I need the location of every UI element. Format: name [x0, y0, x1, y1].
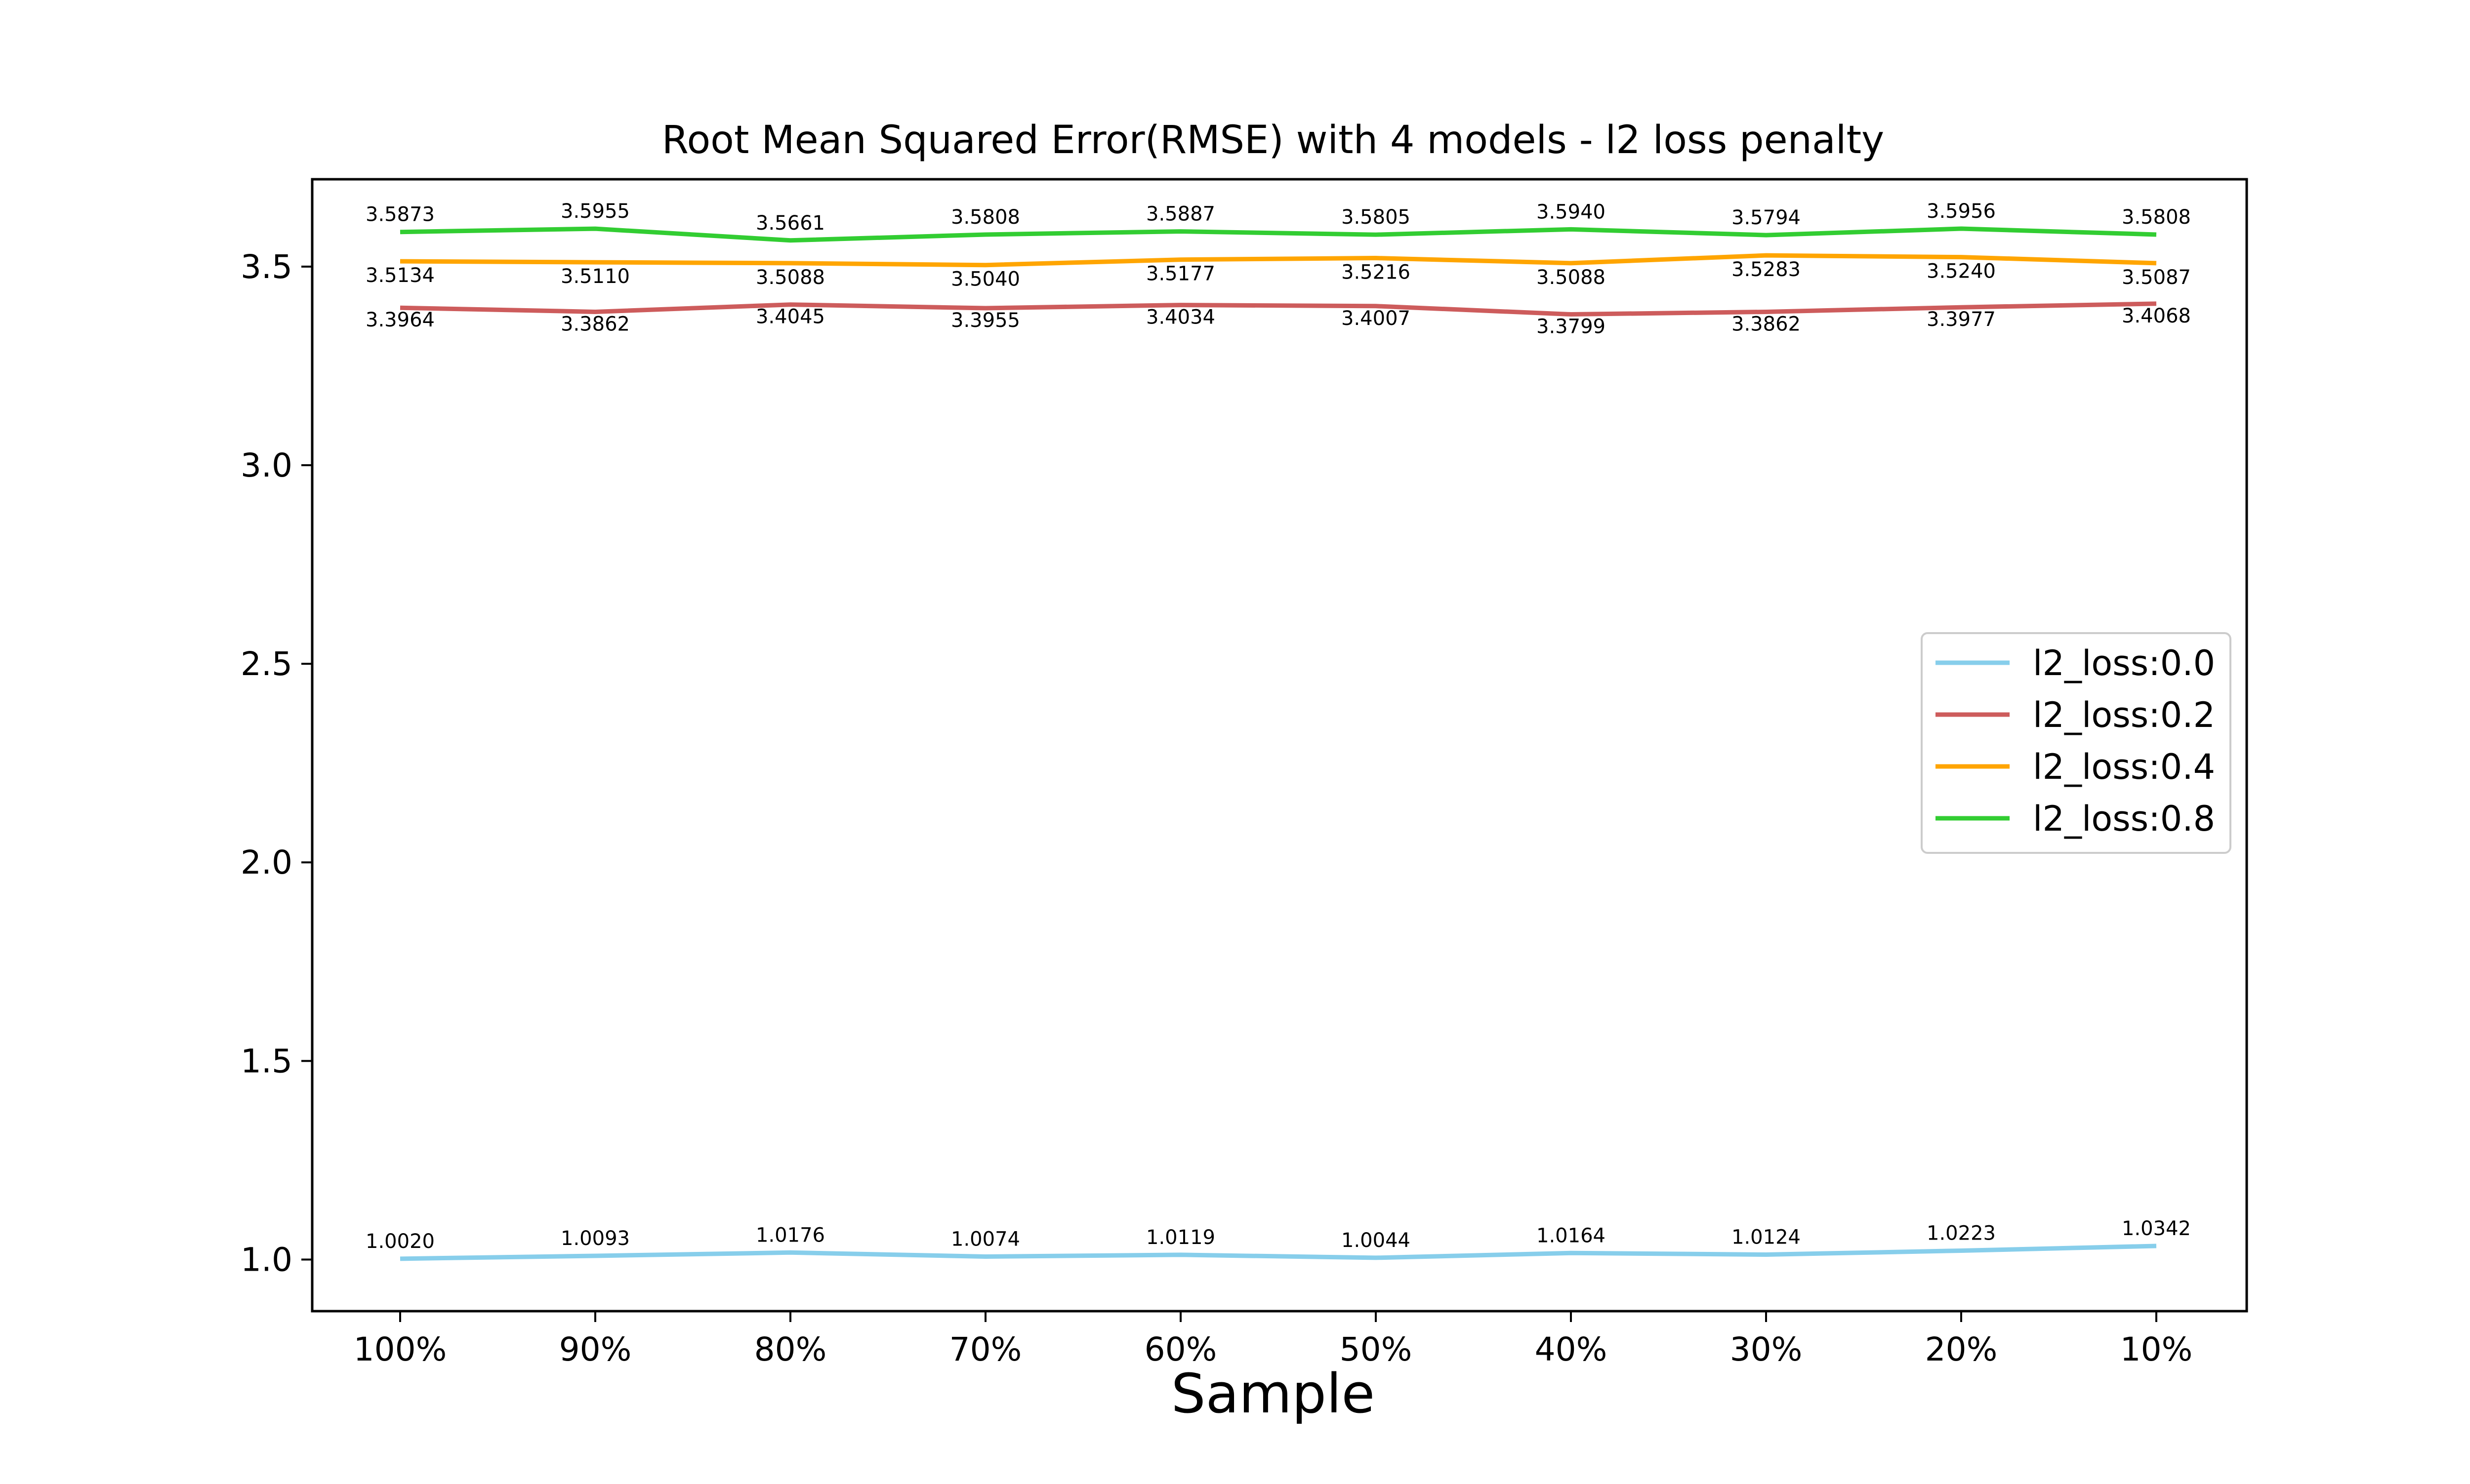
x-tick-label: 30%	[1730, 1330, 1803, 1368]
data-label: 1.0124	[1731, 1226, 1801, 1248]
x-tick-label: 80%	[754, 1330, 827, 1368]
data-label: 3.5283	[1731, 258, 1801, 281]
legend-label: l2_loss:0.0	[2033, 643, 2215, 683]
x-tick-label: 100%	[354, 1330, 447, 1368]
data-label: 3.5956	[1927, 200, 1996, 223]
series-line	[400, 1243, 2157, 1261]
y-tick-label: 2.0	[241, 843, 292, 882]
data-label: 3.3955	[951, 309, 1020, 332]
data-label: 3.4007	[1341, 307, 1410, 330]
data-label: 3.5088	[1536, 266, 1606, 289]
data-label: 3.5873	[366, 203, 435, 226]
data-label: 3.5088	[756, 266, 825, 289]
plot-area: 1.0 1.5 2.0 2.5 3.0 3.5 100% 90% 80% 70% 60% 50% 40%…	[241, 178, 2248, 1368]
data-label: 3.5240	[1927, 260, 1996, 283]
data-label: 1.0074	[951, 1228, 1020, 1251]
y-tick-label: 1.5	[241, 1042, 292, 1080]
data-label: 3.5087	[2122, 266, 2191, 289]
data-label: 3.5134	[366, 264, 435, 287]
data-label: 3.5940	[1536, 201, 1606, 223]
data-label: 1.0093	[561, 1227, 630, 1250]
x-axis-label: Sample	[1171, 1362, 1375, 1425]
data-label: 1.0020	[366, 1230, 435, 1253]
chart-title: Root Mean Squared Error(RMSE) with 4 mod…	[662, 118, 1884, 162]
data-label: 3.3799	[1536, 316, 1606, 338]
data-label: 3.5661	[756, 212, 825, 235]
data-label: 3.5887	[1146, 203, 1215, 226]
data-label: 3.5177	[1146, 263, 1215, 285]
legend-label: l2_loss:0.2	[2033, 695, 2215, 735]
data-label: 3.5110	[561, 265, 630, 288]
data-label: 1.0223	[1927, 1222, 1996, 1245]
data-label: 3.5040	[951, 268, 1020, 291]
data-label: 1.0342	[2122, 1217, 2191, 1240]
data-label: 3.5805	[1341, 206, 1410, 229]
data-label: 3.3977	[1927, 308, 1996, 331]
y-tick-label: 2.5	[241, 645, 292, 683]
legend: l2_loss:0.0 l2_loss:0.2 l2_loss:0.4 l2_loss…	[1921, 632, 2231, 854]
legend-label: l2_loss:0.8	[2033, 799, 2215, 839]
data-label: 3.5794	[1731, 206, 1801, 229]
x-tick-label: 50%	[1340, 1330, 1412, 1368]
data-label: 3.4045	[756, 306, 825, 328]
series-line	[400, 253, 2157, 268]
series-line	[400, 226, 2157, 243]
series-line	[400, 301, 2157, 317]
legend-box	[1921, 632, 2231, 854]
y-tick-label: 1.0	[241, 1241, 292, 1279]
data-label: 1.0164	[1536, 1224, 1606, 1247]
plot-frame	[311, 178, 2248, 1313]
y-tick-label: 3.0	[241, 446, 292, 484]
x-tick-label: 90%	[559, 1330, 632, 1368]
x-tick-label: 70%	[949, 1330, 1022, 1368]
y-tick-label: 3.5	[241, 248, 292, 286]
x-tick-label: 40%	[1535, 1330, 1607, 1368]
data-label: 3.5808	[2122, 206, 2191, 229]
data-label: 1.0044	[1341, 1229, 1410, 1252]
data-label: 3.4034	[1146, 306, 1215, 329]
data-label: 3.3964	[366, 309, 435, 331]
x-tick-label: 60%	[1145, 1330, 1217, 1368]
data-label: 1.0176	[756, 1224, 825, 1246]
data-label: 3.5808	[951, 206, 1020, 229]
data-label: 3.5955	[561, 200, 630, 223]
data-label: 3.3862	[561, 313, 630, 335]
data-label: 3.4068	[2122, 305, 2191, 327]
data-label: 1.0119	[1146, 1226, 1215, 1249]
legend-label: l2_loss:0.4	[2033, 747, 2215, 787]
x-tick-label: 10%	[2120, 1330, 2193, 1368]
data-label: 3.3862	[1731, 313, 1801, 335]
data-label: 3.5216	[1341, 261, 1410, 284]
x-tick-label: 20%	[1925, 1330, 1998, 1368]
